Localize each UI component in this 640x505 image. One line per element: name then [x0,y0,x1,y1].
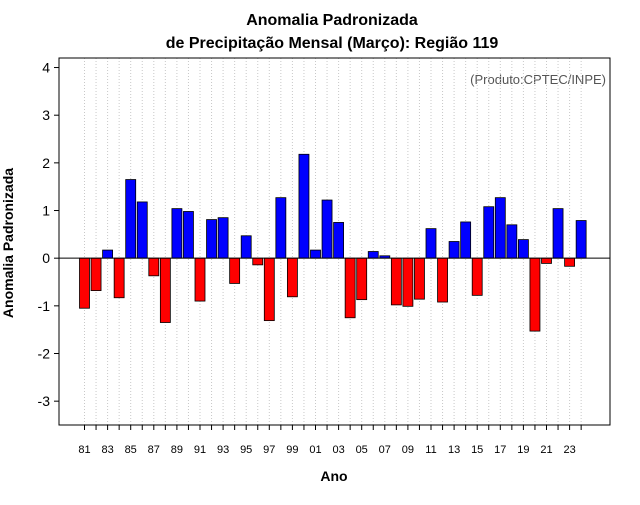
bar-88 [159,257,171,323]
y-tick-label: 1 [42,203,50,219]
x-tick-label: 81 [78,444,90,456]
plot-frame [58,57,611,426]
x-tick-label: 97 [263,444,275,456]
bar-24 [575,220,587,259]
y-tick-label: -3 [38,393,51,409]
y-tick-label: 2 [42,155,50,171]
bar-17 [494,197,506,259]
bar-84 [113,257,125,299]
bar-92 [206,219,217,259]
bar-89 [171,208,183,259]
bar-99 [286,257,298,298]
bar-16 [483,206,495,259]
x-tick-label: 83 [101,444,113,456]
bar-11 [425,228,437,259]
bar-01 [310,249,321,259]
bar-91 [194,257,206,302]
x-tick-label: 23 [563,444,575,456]
x-tick-label: 05 [356,444,368,456]
bar-15 [471,257,483,296]
bar-94 [229,257,241,284]
x-tick-label: 89 [171,444,183,456]
x-tick-label: 91 [194,444,206,456]
bar-12 [437,257,448,303]
bar-96 [252,257,264,266]
bar-98 [275,197,287,259]
y-tick-label: 3 [42,107,50,123]
x-tick-label: 21 [540,444,552,456]
x-tick-label: 13 [448,444,460,456]
bar-05 [356,257,368,301]
bar-13 [448,241,460,259]
bar-18 [506,224,518,259]
bar-08 [390,257,402,306]
x-axis-label: Ano [320,468,347,484]
x-tick-label: 15 [471,444,483,456]
y-tick-label: 4 [42,60,50,76]
bar-81 [79,257,90,309]
x-tick-label: 01 [309,444,321,456]
x-axis: 81 83 85 87 89 91 93 95 97 99 01 03 05 07 09 11 13 15 17 19… [78,425,582,456]
x-tick-label: 11 [425,444,436,456]
x-tick-label: 07 [379,444,391,456]
bar-90 [183,211,194,259]
y-axis-label: Anomalia Padronizada [0,168,16,318]
bar-93 [217,217,229,259]
bar-03 [333,222,345,259]
y-tick-label: -2 [38,346,51,362]
x-tick-label: 87 [148,444,160,456]
x-tick-label: 17 [494,444,506,456]
bar-97 [263,257,275,322]
x-tick-label: 19 [517,444,529,456]
y-tick-label: -1 [38,298,51,314]
bar-00 [298,153,310,259]
bar-82 [90,257,102,291]
bar-85 [125,179,137,259]
bars-group [79,153,587,332]
bar-04 [344,257,356,319]
x-tick-label: 93 [217,444,229,456]
x-tick-label: 85 [125,444,137,456]
y-tick-label: 0 [42,250,50,266]
x-tick-label: 03 [332,444,344,456]
bar-22 [552,208,564,259]
bar-21 [541,257,552,264]
bar-86 [136,201,148,259]
chart-title-line2: de Precipitação Mensal (Março): Região 1… [166,35,499,52]
chart-title-line1: Anomalia Padronizada [246,12,418,29]
y-axis: -3 -2 -1 0 1 2 3 4 [38,60,59,409]
bar-10 [414,257,425,300]
source-annotation: (Produto:CPTEC/INPE) [470,72,606,87]
bar-95 [240,235,252,259]
x-tick-label: 99 [286,444,298,456]
bar-02 [321,199,333,259]
x-tick-label: 09 [402,444,414,456]
bar-20 [529,257,541,332]
bar-14 [460,221,472,259]
x-tick-label: 95 [240,444,252,456]
bar-06 [367,251,379,259]
bar-83 [102,249,113,259]
bar-19 [518,239,529,259]
bar-23 [564,257,575,267]
bar-09 [402,257,414,307]
bar-87 [148,257,160,277]
